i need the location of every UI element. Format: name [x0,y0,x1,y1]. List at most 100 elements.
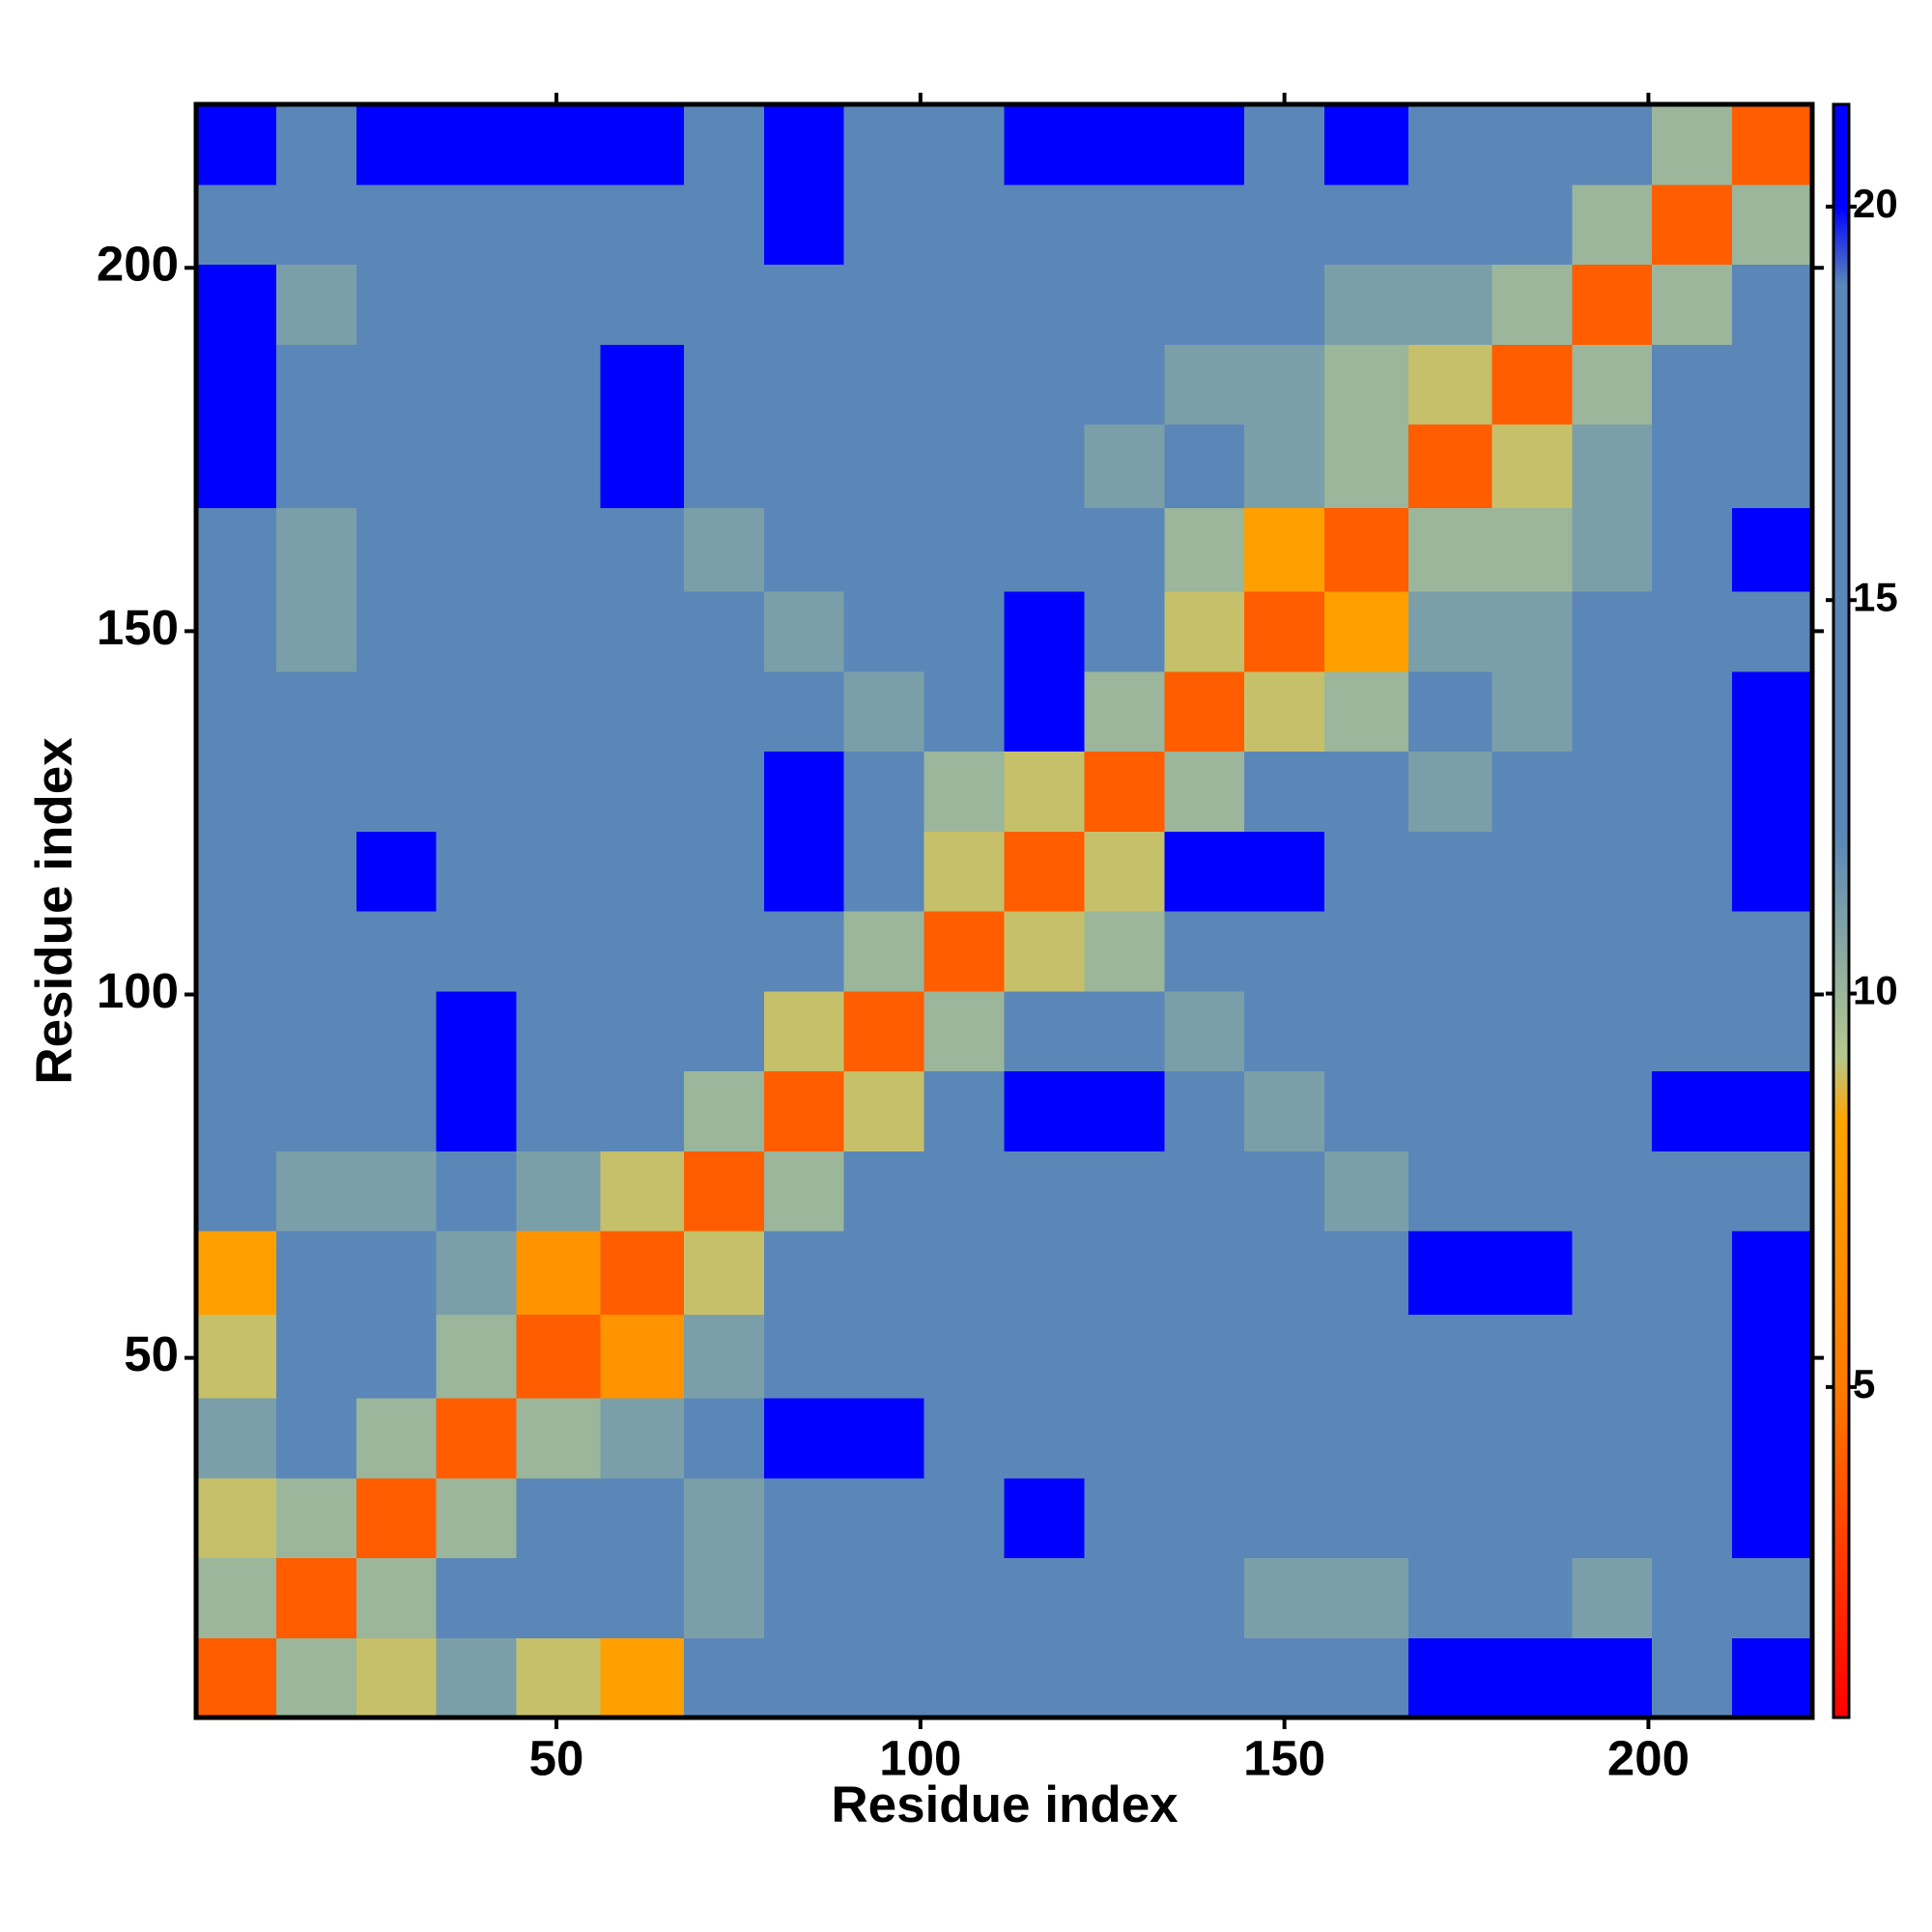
heatmap-cell [1572,831,1653,912]
heatmap-cell [436,1230,518,1316]
heatmap-cell [1492,1557,1573,1638]
heatmap-cell [275,1070,357,1151]
heatmap-cell [1652,1151,1733,1232]
x-tick-label: 150 [1243,1730,1325,1785]
heatmap-cell [763,184,845,266]
heatmap-cell [1324,1314,1409,1399]
heatmap-cell [275,1398,357,1479]
heatmap-cell [355,423,438,509]
heatmap-cell [1732,423,1813,509]
heatmap-cell [1004,751,1085,832]
heatmap-cell [1407,423,1493,509]
heatmap-cell [683,104,765,185]
heatmap-cell [1652,1557,1733,1638]
heatmap-cell [600,1151,685,1232]
heatmap-cell [600,344,685,425]
heatmap-cell [763,990,845,1072]
heatmap-cell [1407,1151,1493,1232]
heatmap-cell [1407,670,1493,753]
heatmap-cell [1004,507,1085,592]
heatmap-cell [600,1398,685,1479]
heatmap-cell [436,104,518,185]
heatmap-cell [1164,1151,1245,1232]
heatmap-cell [516,507,601,592]
heatmap-cell [1732,670,1813,753]
heatmap-cell [1492,1151,1573,1232]
heatmap-cell [355,670,438,753]
heatmap-cell [1407,831,1493,912]
heatmap-cell [1732,507,1813,592]
heatmap-cell [516,1398,601,1479]
heatmap-cell [355,591,438,672]
heatmap-cell [1164,344,1245,425]
heatmap-cell [1407,1070,1493,1151]
heatmap-cell [843,911,925,992]
heatmap-cell [1244,1398,1325,1479]
heatmap-cell [1407,990,1493,1072]
heatmap-cell [436,1070,518,1151]
heatmap-cell [1324,990,1409,1072]
heatmap-cell [1407,1230,1493,1316]
heatmap-cell [923,1151,1006,1232]
heatmap-cell [923,1398,1006,1479]
heatmap-cell [436,507,518,592]
heatmap-cell [1084,423,1165,509]
heatmap-cell [275,1314,357,1399]
heatmap-cell [516,911,601,992]
heatmap-cell [1244,1314,1325,1399]
heatmap-cell [1164,990,1245,1072]
heatmap-cell [843,990,925,1072]
heatmap-cell [1244,751,1325,832]
heatmap-cell [1652,1477,1733,1559]
heatmap-cell [1244,591,1325,672]
heatmap-cell [923,264,1006,345]
heatmap-cell [843,1637,925,1719]
heatmap-cell [843,670,925,753]
heatmap-cell [683,184,765,266]
heatmap-cell [923,344,1006,425]
heatmap-cell [1084,104,1165,185]
heatmap-cell [1004,831,1085,912]
heatmap-cell [1004,1314,1085,1399]
heatmap-cell [843,184,925,266]
heatmap-cell [1732,1070,1813,1151]
heatmap-cell [843,1070,925,1151]
heatmap-cell [1572,990,1653,1072]
x-axis-title: Residue index [831,1776,1179,1833]
heatmap-cell [843,1230,925,1316]
heatmap-cell [436,670,518,753]
heatmap-cell [1652,264,1733,345]
heatmap-cell [1492,1477,1573,1559]
heatmap-cell [1652,751,1733,832]
heatmap-cell [1324,911,1409,992]
heatmap-cell [1572,104,1653,185]
heatmap-cell [275,1477,357,1559]
heatmap-cell [275,670,357,753]
heatmap-cell [683,1151,765,1232]
heatmap-cell [683,591,765,672]
heatmap-cell [275,344,357,425]
heatmap-cell [516,831,601,912]
heatmap-cell [763,423,845,509]
heatmap-cell [1407,1637,1493,1719]
heatmap-cell [275,831,357,912]
heatmap-cell [600,1070,685,1151]
heatmap-cell [436,1637,518,1719]
heatmap-cell [436,990,518,1072]
heatmap-cell [1572,423,1653,509]
heatmap-cell [1492,423,1573,509]
y-tick-label: 200 [97,237,179,292]
heatmap-cell [1492,344,1573,425]
heatmap-cell [1492,591,1573,672]
heatmap-cell [1652,344,1733,425]
heatmap-cell [1004,1477,1085,1559]
heatmap-cell [1164,507,1245,592]
heatmap-cell [516,1477,601,1559]
heatmap-cell [1084,1398,1165,1479]
heatmap-cell [1652,104,1733,185]
heatmap-cell [196,1398,277,1479]
heatmap-cell [196,264,277,345]
heatmap-cell [600,184,685,266]
heatmap-cell [1164,670,1245,753]
heatmap-cell [1244,1070,1325,1151]
